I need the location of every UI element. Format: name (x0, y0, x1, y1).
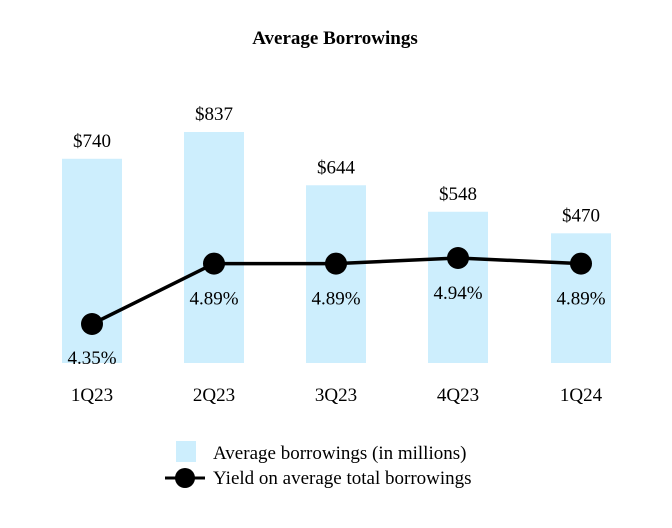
yield-point-4q23 (447, 247, 469, 269)
legend-bar-swatch (176, 441, 196, 462)
x-axis-tick-labels: 1Q23 2Q23 3Q23 4Q23 1Q24 (71, 385, 603, 406)
x-tick-label-4q23: 4Q23 (437, 385, 479, 406)
legend-line-marker (175, 468, 195, 488)
x-tick-label-1q23: 1Q23 (71, 385, 113, 406)
bar-value-label-3q23: $644 (317, 157, 356, 178)
yield-point-2q23 (203, 252, 225, 275)
legend-bar-label: Average borrowings (in millions) (213, 443, 466, 464)
yield-point-1q24 (570, 252, 592, 275)
legend: Average borrowings (in millions) Yield o… (165, 441, 472, 489)
x-tick-label-1q24: 1Q24 (560, 385, 603, 406)
bar-2q23 (184, 132, 244, 363)
bar-value-label-1q23: $740 (73, 131, 111, 152)
bar-value-label-4q23: $548 (439, 184, 477, 205)
yield-point-1q23 (81, 313, 103, 335)
bar-series: $740 $837 $644 $548 $470 (62, 104, 611, 363)
bar-value-label-2q23: $837 (195, 104, 233, 125)
yield-value-label-1q24: 4.89% (556, 289, 605, 310)
legend-line-label: Yield on average total borrowings (213, 468, 472, 489)
yield-value-label-3q23: 4.89% (311, 289, 360, 310)
chart-title: Average Borrowings (252, 28, 418, 49)
bar-value-label-1q24: $470 (562, 205, 600, 226)
yield-line-series: 4.35% 4.89% 4.89% 4.94% 4.89% (67, 247, 606, 369)
x-tick-label-3q23: 3Q23 (315, 385, 357, 406)
yield-value-label-2q23: 4.89% (189, 289, 238, 310)
yield-point-3q23 (325, 252, 347, 275)
yield-value-label-1q23: 4.35% (67, 348, 116, 369)
x-tick-label-2q23: 2Q23 (193, 385, 235, 406)
yield-value-label-4q23: 4.94% (433, 283, 482, 304)
bar-4q23 (428, 211, 488, 363)
